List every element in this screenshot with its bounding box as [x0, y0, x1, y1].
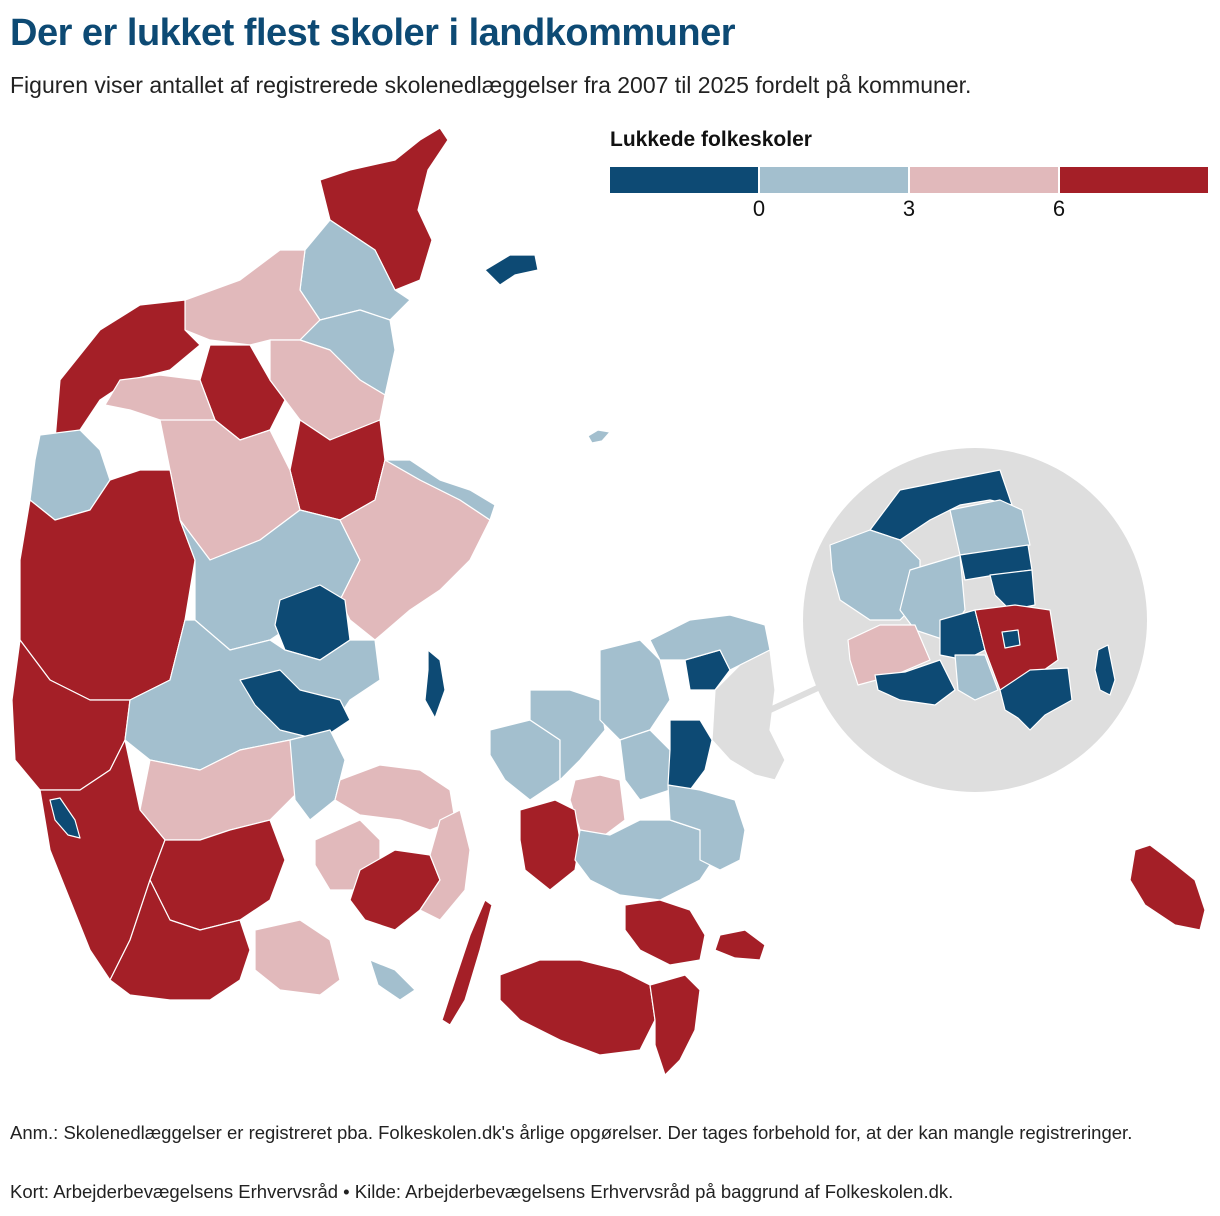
chart-source: Kort: Arbejderbevægelsens Erhvervsråd • …: [10, 1181, 954, 1202]
inset-region-frederiksberg: [1001, 629, 1021, 649]
chart-note: Anm.: Skolenedlæggelser er registreret p…: [10, 1122, 1133, 1143]
region-bornholm: [1129, 844, 1206, 931]
region-slagelse: [519, 799, 581, 891]
region-kalundborg: [529, 689, 606, 781]
region-falster: [649, 974, 701, 1076]
region-nyborg: [419, 809, 471, 921]
region-koge: [667, 784, 746, 871]
region-aero: [369, 959, 416, 1001]
region-norddjurs: [384, 459, 496, 521]
region-langeland: [441, 899, 493, 1026]
legend-color-bar: [610, 167, 1208, 193]
legend-tick-3: 3: [902, 196, 916, 221]
inset-region-south-b: [954, 654, 999, 701]
region-lolland: [499, 959, 656, 1056]
legend-swatch-2: [910, 167, 1058, 193]
region-roskilde: [667, 719, 713, 791]
legend-title: Lukkede folkeskoler: [610, 128, 812, 151]
region-als: [254, 919, 341, 996]
legend-tick-6: 6: [1052, 196, 1066, 221]
inset-region-amager: [999, 667, 1073, 731]
legend-swatch-0: [610, 167, 758, 193]
region-soro: [569, 774, 626, 836]
region-laeso: [484, 254, 539, 286]
inset-region-island: [1094, 644, 1116, 696]
chart-subtitle: Figuren viser antallet af registrerede s…: [10, 72, 972, 98]
region-jammerbugt: [184, 249, 321, 346]
legend-swatch-3: [1060, 167, 1208, 193]
region-fano: [49, 797, 81, 839]
region-skanderborg: [239, 669, 351, 741]
region-horsens: [289, 729, 346, 821]
region-tonder: [109, 879, 251, 1001]
region-middelfart: [334, 764, 456, 831]
region-anholt: [587, 429, 611, 444]
region-samso: [424, 649, 446, 719]
inset-municipalities: [829, 469, 1116, 731]
region-copenhagen-area: [711, 649, 786, 781]
denmark-map: [11, 127, 1206, 1076]
legend-tick-0: 0: [752, 196, 766, 221]
inset-region-south-west: [847, 624, 931, 686]
legend-swatch-1: [760, 167, 908, 193]
region-stevns: [624, 899, 706, 966]
chart-title: Der er lukket flest skoler i landkommune…: [10, 12, 736, 54]
inset-region-south-a: [874, 659, 956, 706]
region-mon: [714, 929, 766, 961]
region-ringsted: [619, 729, 671, 801]
